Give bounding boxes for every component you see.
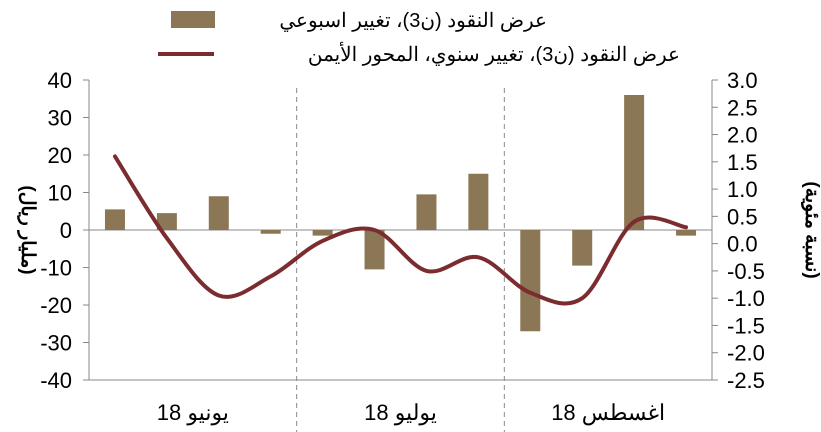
left-tick-label: 20 — [48, 143, 72, 168]
bar — [156, 213, 177, 230]
month-label: اغسطس 18 — [551, 400, 665, 426]
bar — [676, 230, 697, 236]
left-tick-label: 0 — [60, 218, 72, 243]
bar — [624, 95, 645, 230]
right-axis-title: (نسبة مئوية) — [801, 181, 821, 278]
right-tick-label: 2.0 — [727, 123, 758, 148]
bar — [468, 173, 489, 230]
left-tick-label: -30 — [40, 331, 72, 356]
left-tick-label: 40 — [48, 68, 72, 93]
right-tick-label: -2.5 — [727, 368, 765, 393]
legend-bar-label: عرض النقود (ن3)، تغيير اسبوعي — [279, 10, 547, 32]
right-tick-label: -1.0 — [727, 286, 765, 311]
left-tick-label: -10 — [40, 256, 72, 281]
month-label: يوليو 18 — [364, 400, 437, 426]
bar — [520, 230, 541, 332]
left-axis-ticks: 40 30 20 10 0 -10 -20 -30 -40 — [40, 68, 89, 393]
line-series — [113, 154, 688, 306]
right-tick-label: 2.5 — [727, 95, 758, 120]
bar — [312, 230, 333, 236]
legend-line-label: عرض النقود (ن3)، تغيير سنوي، المحور الأي… — [308, 41, 680, 66]
right-tick-label: 3.0 — [727, 68, 758, 93]
bar — [260, 230, 281, 234]
bar — [572, 230, 593, 266]
left-tick-label: -20 — [40, 293, 72, 318]
left-tick-label: -40 — [40, 368, 72, 393]
legend-bar-swatch — [171, 11, 215, 28]
bar — [416, 194, 437, 230]
left-tick-label: 30 — [48, 106, 72, 131]
left-tick-label: 10 — [48, 181, 72, 206]
right-tick-label: 0.0 — [727, 232, 758, 257]
bar — [104, 209, 125, 230]
axes — [88, 80, 713, 381]
right-tick-label: -0.5 — [727, 259, 765, 284]
bar — [364, 230, 385, 270]
right-tick-label: -2.0 — [727, 341, 765, 366]
right-axis-ticks: 3.02.5 2.01.51.00.5 0.0-0.5-1.0-1.5 -2.0-2.… — [712, 68, 765, 393]
right-tick-label: 1.5 — [727, 150, 758, 175]
legend: عرض النقود (ن3)، تغيير اسبوعي عرض النقود… — [158, 10, 680, 66]
right-tick-label: 1.0 — [727, 177, 758, 202]
month-label: يونيو 18 — [157, 400, 229, 426]
left-axis-title: (مليار ريال) — [17, 185, 38, 274]
right-tick-label: 0.5 — [727, 204, 758, 229]
bar-series — [104, 95, 697, 332]
bar — [208, 196, 229, 230]
right-tick-label: -1.5 — [727, 313, 765, 338]
